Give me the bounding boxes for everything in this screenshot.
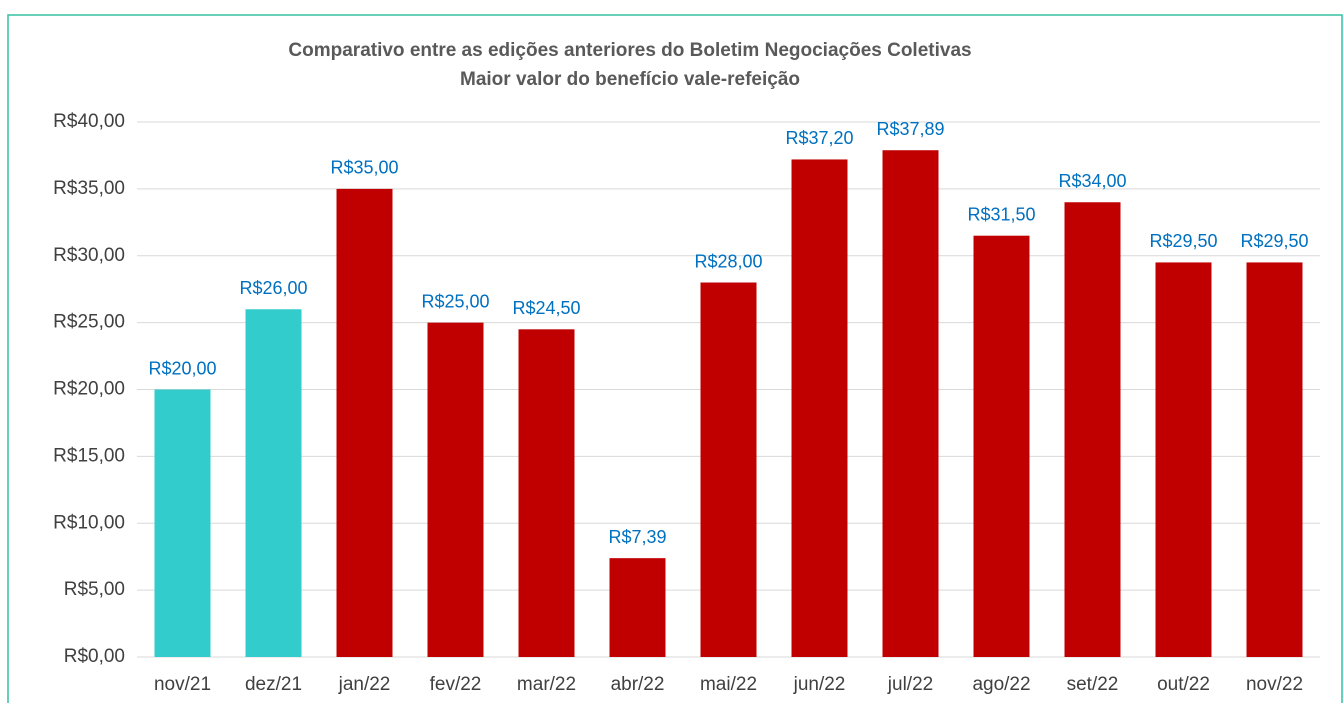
- x-tick-label: jul/22: [887, 674, 933, 695]
- data-label: R$29,50: [1240, 231, 1308, 251]
- x-tick-label: nov/22: [1246, 674, 1303, 695]
- bar: [1246, 262, 1303, 657]
- x-tick-label: out/22: [1157, 674, 1210, 695]
- x-tick-label: ago/22: [972, 674, 1030, 695]
- bar: [791, 159, 848, 657]
- x-tick-label: jan/22: [338, 674, 391, 695]
- data-label: R$37,89: [876, 119, 944, 139]
- chart-border: [7, 14, 1343, 703]
- bar: [882, 150, 939, 657]
- bar: [973, 235, 1030, 657]
- data-label: R$29,50: [1149, 231, 1217, 251]
- x-tick-label: mai/22: [700, 674, 757, 695]
- bar: [154, 389, 211, 657]
- data-label: R$26,00: [239, 278, 307, 298]
- data-label: R$28,00: [694, 251, 762, 271]
- bar: [245, 309, 302, 657]
- data-label: R$35,00: [330, 158, 398, 178]
- y-tick-label: R$10,00: [53, 512, 125, 533]
- y-tick-label: R$35,00: [53, 178, 125, 199]
- x-tick-label: nov/21: [154, 674, 211, 695]
- data-label: R$25,00: [421, 291, 489, 311]
- data-label: R$34,00: [1058, 171, 1126, 191]
- y-tick-label: R$20,00: [53, 379, 125, 400]
- y-tick-label: R$0,00: [64, 646, 125, 667]
- data-label: R$7,39: [608, 527, 666, 547]
- bar: [700, 282, 757, 657]
- x-tick-label: set/22: [1067, 674, 1119, 695]
- bar: [1064, 202, 1121, 657]
- bar: [609, 558, 666, 657]
- x-tick-label: abr/22: [611, 674, 665, 695]
- x-tick-label: dez/21: [245, 674, 302, 695]
- bar: [518, 329, 575, 657]
- y-tick-label: R$15,00: [53, 445, 125, 466]
- data-label: R$37,20: [785, 128, 853, 148]
- y-tick-label: R$30,00: [53, 245, 125, 266]
- data-label: R$20,00: [148, 358, 216, 378]
- bar: [427, 322, 484, 657]
- x-tick-label: fev/22: [430, 674, 482, 695]
- data-label: R$31,50: [967, 204, 1035, 224]
- bar: [336, 188, 393, 657]
- chart-subtitle: Maior valor do benefício vale-refeição: [460, 69, 800, 90]
- chart-title: Comparativo entre as edições anteriores …: [288, 40, 971, 61]
- y-tick-label: R$40,00: [53, 111, 125, 132]
- y-tick-label: R$5,00: [64, 579, 125, 600]
- x-tick-label: jun/22: [793, 674, 846, 695]
- bar: [1155, 262, 1212, 657]
- y-tick-label: R$25,00: [53, 312, 125, 333]
- data-label: R$24,50: [512, 298, 580, 318]
- x-tick-label: mar/22: [517, 674, 576, 695]
